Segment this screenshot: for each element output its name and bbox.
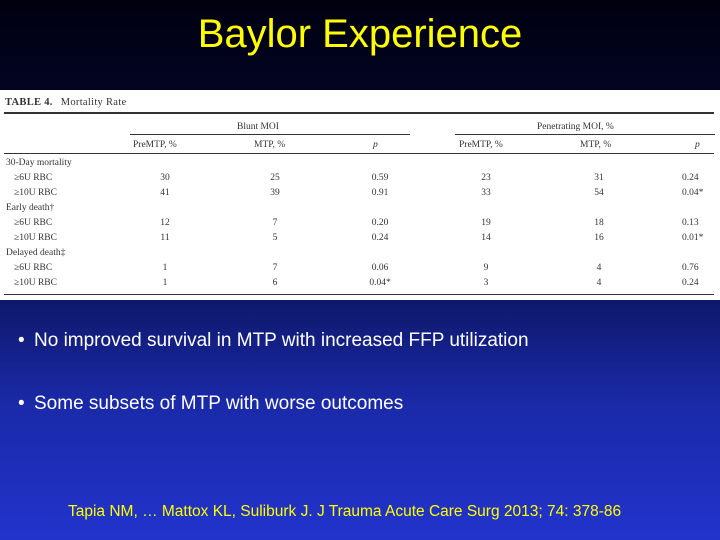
citation: Tapia NM, … Mattox KL, Suliburk J. J Tra… [68, 503, 622, 520]
cell-blunt-mtp: 6 [272, 278, 278, 288]
table-caption-label: TABLE 4. [5, 97, 53, 108]
cell-blunt-mtp: 39 [270, 188, 280, 198]
cell-pen-p: 0.04* [682, 188, 704, 198]
cell-pen-premtp: 3 [483, 278, 489, 288]
header-bottom-rule [4, 153, 714, 154]
table-row: ≥6U RBC 30 25 0.59 23 31 0.24 [0, 173, 720, 188]
cell-pen-p: 0.24 [682, 173, 699, 183]
cell-blunt-premtp: 30 [160, 173, 170, 183]
cell-pen-premtp: 14 [481, 233, 491, 243]
bullet-dot-icon: • [18, 393, 25, 414]
col-header-blunt-mtp: MTP, % [254, 140, 286, 150]
cell-blunt-p: 0.06 [371, 263, 389, 273]
table-caption: TABLE 4. Mortality Rate [5, 97, 126, 108]
table-top-rule [4, 112, 714, 114]
cell-pen-p: 0.76 [682, 263, 699, 273]
col-header-pen-p: p [695, 140, 700, 150]
cell-pen-mtp: 16 [594, 233, 604, 243]
row-label: ≥6U RBC [14, 218, 53, 228]
table-row: ≥10U RBC 11 5 0.24 14 16 0.01* [0, 233, 720, 248]
cell-blunt-p: 0.04* [369, 278, 391, 288]
row-label: ≥6U RBC [14, 173, 53, 183]
bullet-dot-icon: • [18, 330, 25, 351]
group-header-blunt: Blunt MOI [237, 122, 279, 132]
cell-pen-mtp: 4 [596, 278, 602, 288]
table-row: ≥10U RBC 41 39 0.91 33 54 0.04* [0, 188, 720, 203]
col-header-blunt-p: p [373, 140, 378, 150]
bullet-item: • No improved survival in MTP with increa… [18, 330, 529, 352]
penetrating-group-rule [455, 134, 715, 135]
row-label: ≥6U RBC [14, 263, 53, 273]
cell-blunt-mtp: 7 [272, 218, 278, 228]
slide-title: Baylor Experience [197, 12, 523, 56]
cell-pen-mtp: 31 [594, 173, 604, 183]
row-label: ≥10U RBC [14, 278, 57, 288]
cell-blunt-p: 0.20 [371, 218, 389, 228]
cell-pen-p: 0.01* [682, 233, 704, 243]
cell-blunt-p: 0.91 [371, 188, 389, 198]
blunt-group-rule [130, 134, 410, 135]
table-row: ≥6U RBC 12 7 0.20 19 18 0.13 [0, 218, 720, 233]
bullet-text: Some subsets of MTP with worse outcomes [34, 393, 404, 414]
table-row: ≥6U RBC 1 7 0.06 9 4 0.76 [0, 263, 720, 278]
table-row-section: 30-Day mortality [0, 158, 720, 173]
group-header-penetrating: Penetrating MOI, % [537, 122, 614, 132]
cell-pen-premtp: 9 [483, 263, 489, 273]
cell-blunt-premtp: 1 [162, 278, 168, 288]
cell-blunt-premtp: 12 [160, 218, 170, 228]
table-caption-title: Mortality Rate [60, 97, 127, 108]
bullet-item: • Some subsets of MTP with worse outcomes [18, 393, 403, 415]
col-header-pen-premtp: PreMTP, % [459, 140, 503, 150]
table-row: ≥10U RBC 1 6 0.04* 3 4 0.24 [0, 278, 720, 293]
cell-blunt-p: 0.59 [371, 173, 389, 183]
cell-blunt-p: 0.24 [371, 233, 389, 243]
cell-blunt-premtp: 1 [162, 263, 168, 273]
cell-pen-mtp: 4 [596, 263, 602, 273]
table-row-section: Delayed death‡ [0, 248, 720, 263]
bullet-text: No improved survival in MTP with increas… [34, 330, 529, 351]
table-bottom-rule [4, 294, 714, 295]
cell-pen-p: 0.24 [682, 278, 699, 288]
cell-pen-p: 0.13 [682, 218, 699, 228]
row-label: ≥10U RBC [14, 233, 57, 243]
cell-blunt-mtp: 25 [270, 173, 280, 183]
col-header-blunt-premtp: PreMTP, % [133, 140, 177, 150]
row-label: Delayed death‡ [6, 248, 66, 258]
mortality-table: TABLE 4. Mortality Rate Blunt MOI Penetra… [0, 90, 720, 300]
row-label: ≥10U RBC [14, 188, 57, 198]
cell-pen-premtp: 33 [481, 188, 491, 198]
cell-pen-mtp: 54 [594, 188, 604, 198]
cell-pen-premtp: 23 [481, 173, 491, 183]
row-label: Early death† [6, 203, 55, 213]
cell-pen-mtp: 18 [594, 218, 604, 228]
cell-blunt-mtp: 5 [272, 233, 278, 243]
table-row-section: Early death† [0, 203, 720, 218]
cell-blunt-premtp: 41 [160, 188, 170, 198]
row-label: 30-Day mortality [6, 158, 72, 168]
col-header-pen-mtp: MTP, % [580, 140, 612, 150]
cell-blunt-mtp: 7 [272, 263, 278, 273]
cell-pen-premtp: 19 [481, 218, 491, 228]
cell-blunt-premtp: 11 [160, 233, 170, 243]
